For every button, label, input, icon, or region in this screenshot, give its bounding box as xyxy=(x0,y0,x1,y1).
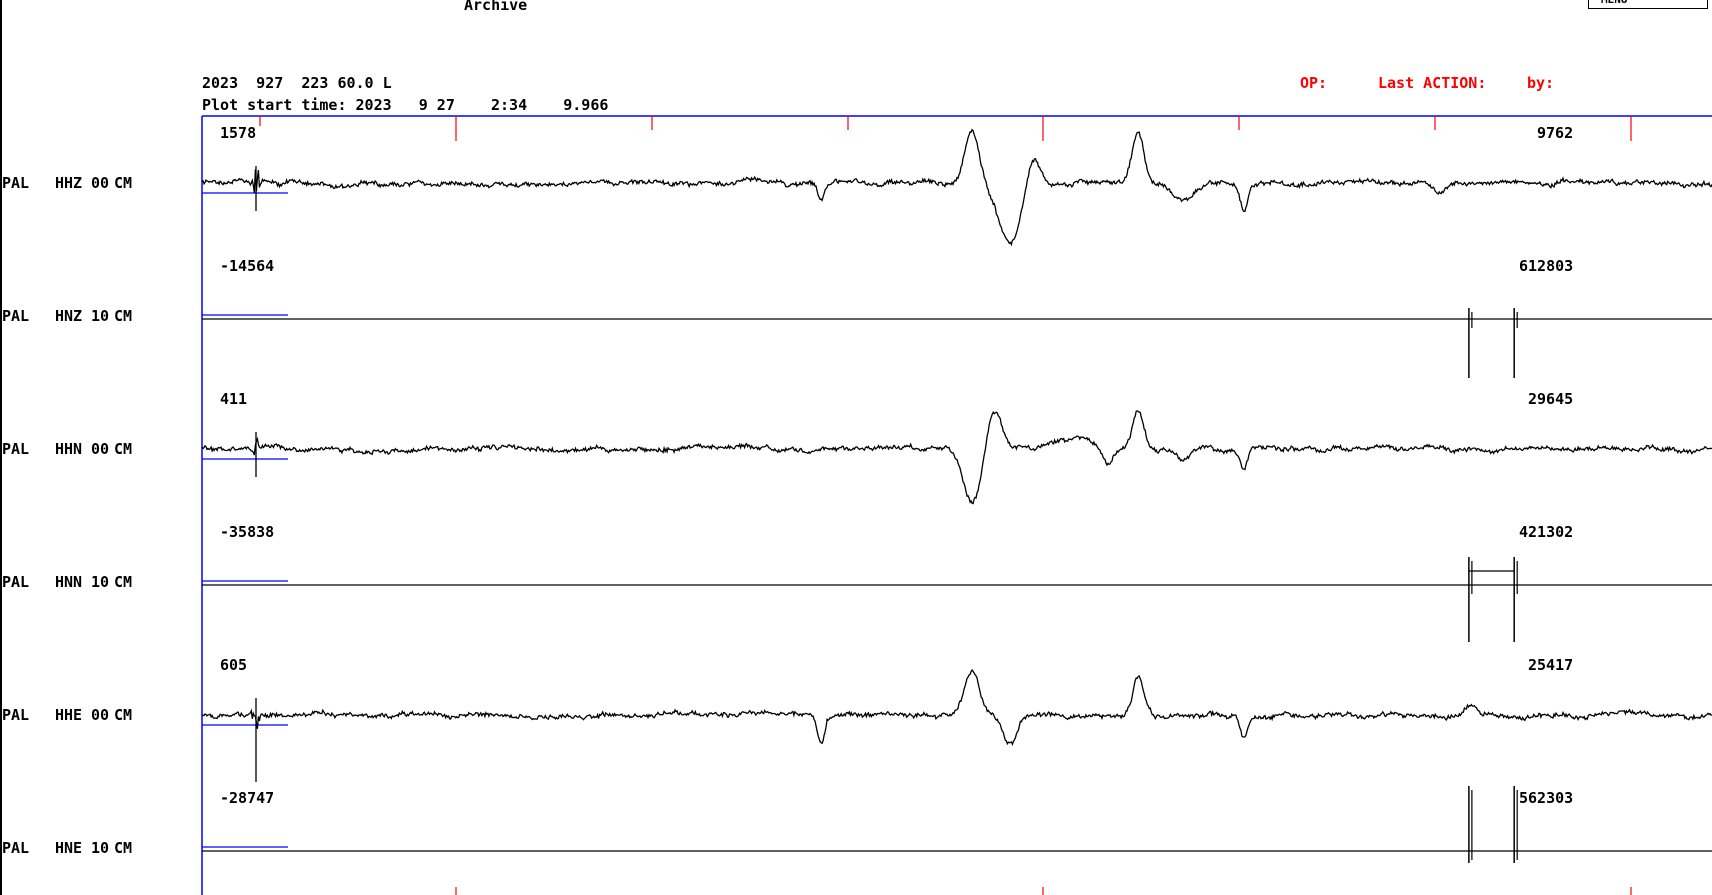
channel-station-label: PAL xyxy=(2,573,29,591)
channel-location-label: 10 xyxy=(91,573,109,591)
channel-station-label: PAL xyxy=(2,440,29,458)
amplitude-max-label: 562303 xyxy=(1519,789,1573,807)
channel-network-label: CM xyxy=(114,839,132,857)
channel-code-label: HHE xyxy=(55,706,82,724)
channel-station-label: PAL xyxy=(2,839,29,857)
op-label: OP: xyxy=(1300,74,1328,92)
channel-location-label: 00 xyxy=(91,174,109,192)
amplitude-max-label: 612803 xyxy=(1519,257,1573,275)
by-label: by: xyxy=(1527,74,1555,92)
channel-network-label: CM xyxy=(114,440,132,458)
seismic-trace xyxy=(201,128,1712,247)
window-left-edge xyxy=(0,0,2,895)
last-action-label: Last ACTION: xyxy=(1378,74,1487,92)
amplitude-max-label: 29645 xyxy=(1528,390,1573,408)
channel-location-label: 10 xyxy=(91,307,109,325)
amplitude-min-label: 1578 xyxy=(220,124,256,142)
amplitude-min-label: -28747 xyxy=(220,789,274,807)
channel-code-label: HNZ xyxy=(55,307,82,325)
channel-network-label: CM xyxy=(114,174,132,192)
amplitude-max-label: 421302 xyxy=(1519,523,1573,541)
seismic-trace xyxy=(201,669,1712,746)
channel-code-label: HNE xyxy=(55,839,82,857)
channel-station-label: PAL xyxy=(2,174,29,192)
amplitude-max-label: 25417 xyxy=(1528,656,1573,674)
channel-code-label: HNN xyxy=(55,573,82,591)
amplitude-max-label: 9762 xyxy=(1537,124,1573,142)
channel-code-label: HHN xyxy=(55,440,82,458)
channel-network-label: CM xyxy=(114,706,132,724)
menu-button[interactable]: MENU xyxy=(1588,0,1708,9)
channel-station-label: PAL xyxy=(2,307,29,325)
channel-network-label: CM xyxy=(114,573,132,591)
amplitude-min-label: 605 xyxy=(220,656,247,674)
seismic-trace xyxy=(201,410,1712,505)
amplitude-min-label: -14564 xyxy=(220,257,274,275)
amplitude-min-label: -35838 xyxy=(220,523,274,541)
event-info-line: 2023 927 223 60.0 L xyxy=(202,74,392,92)
channel-location-label: 00 xyxy=(91,706,109,724)
channel-location-label: 10 xyxy=(91,839,109,857)
channel-code-label: HHZ xyxy=(55,174,82,192)
channel-network-label: CM xyxy=(114,307,132,325)
plot-start-time: Plot start time: 2023 9 27 2:34 9.966 xyxy=(202,96,609,114)
channel-location-label: 00 xyxy=(91,440,109,458)
archive-label: Archive xyxy=(464,0,528,14)
channel-station-label: PAL xyxy=(2,706,29,724)
amplitude-min-label: 411 xyxy=(220,390,247,408)
